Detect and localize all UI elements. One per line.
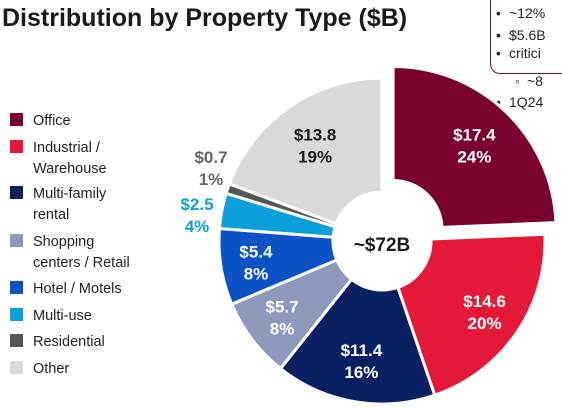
legend-label: Office xyxy=(33,113,71,129)
slice-percent-label: 16% xyxy=(344,363,378,382)
slice-percent-label: 1% xyxy=(199,170,224,189)
slice-percent-label: 8% xyxy=(244,264,269,283)
chart-title: Distribution by Property Type ($B) xyxy=(2,4,408,32)
legend-swatch xyxy=(10,234,23,247)
legend-label: Industrial / Warehouse xyxy=(33,140,107,177)
legend-label: Multi-family rental xyxy=(33,186,107,223)
slice-value-label: $11.4 xyxy=(341,341,383,360)
legend-label: Other xyxy=(33,361,70,377)
donut-slice-multi-family-rental xyxy=(278,277,437,406)
callout-bullet-continuation: critici xyxy=(496,45,541,61)
slice-percent-label: 24% xyxy=(457,148,491,167)
callout-box: ~12% $5.6B critici ~8 1Q24 xyxy=(490,0,562,110)
donut-slice-other xyxy=(227,76,384,226)
donut-labels: $17.4 24% $14.6 20% $11.4 16% $5.7 8% $5.4 8% $2.5… xyxy=(180,126,505,383)
slice-value-label: $0.7 xyxy=(194,148,227,167)
legend-swatch xyxy=(10,140,23,153)
callout-bullet: 1Q24 xyxy=(496,94,543,110)
donut-slice-industrial-warehouse xyxy=(395,232,547,398)
callout-bullet: ~12% xyxy=(496,5,545,21)
legend-swatch xyxy=(10,281,23,294)
slice-value-label: $5.7 xyxy=(265,298,298,317)
callout-sub-bullet: ~8 xyxy=(515,73,543,89)
slice-value-label: $2.5 xyxy=(180,195,213,214)
donut-slices xyxy=(217,64,558,406)
slice-value-label: $5.4 xyxy=(239,242,273,261)
legend-label: Multi-use xyxy=(33,308,92,324)
legend-swatch xyxy=(10,308,23,321)
slice-value-label: $14.6 xyxy=(463,292,506,311)
slice-value-label: $13.8 xyxy=(294,126,337,145)
legend-swatch xyxy=(10,113,23,126)
slice-percent-label: 8% xyxy=(270,320,295,339)
legend-swatch xyxy=(10,361,23,374)
slice-value-label: $17.4 xyxy=(453,126,496,145)
donut-slice-office xyxy=(391,64,558,229)
callout-bullet: $5.6B xyxy=(496,27,545,43)
legend-label: Hotel / Motels xyxy=(33,281,122,297)
legend-label: Residential xyxy=(33,334,105,350)
center-total-label: ~$72B xyxy=(354,235,411,256)
legend-swatch xyxy=(10,334,23,347)
slice-percent-label: 19% xyxy=(298,148,332,167)
slice-percent-label: 20% xyxy=(468,314,502,333)
legend-label: Shopping centers / Retail xyxy=(33,234,130,271)
slice-percent-label: 4% xyxy=(185,217,210,236)
legend-swatch xyxy=(10,186,23,199)
